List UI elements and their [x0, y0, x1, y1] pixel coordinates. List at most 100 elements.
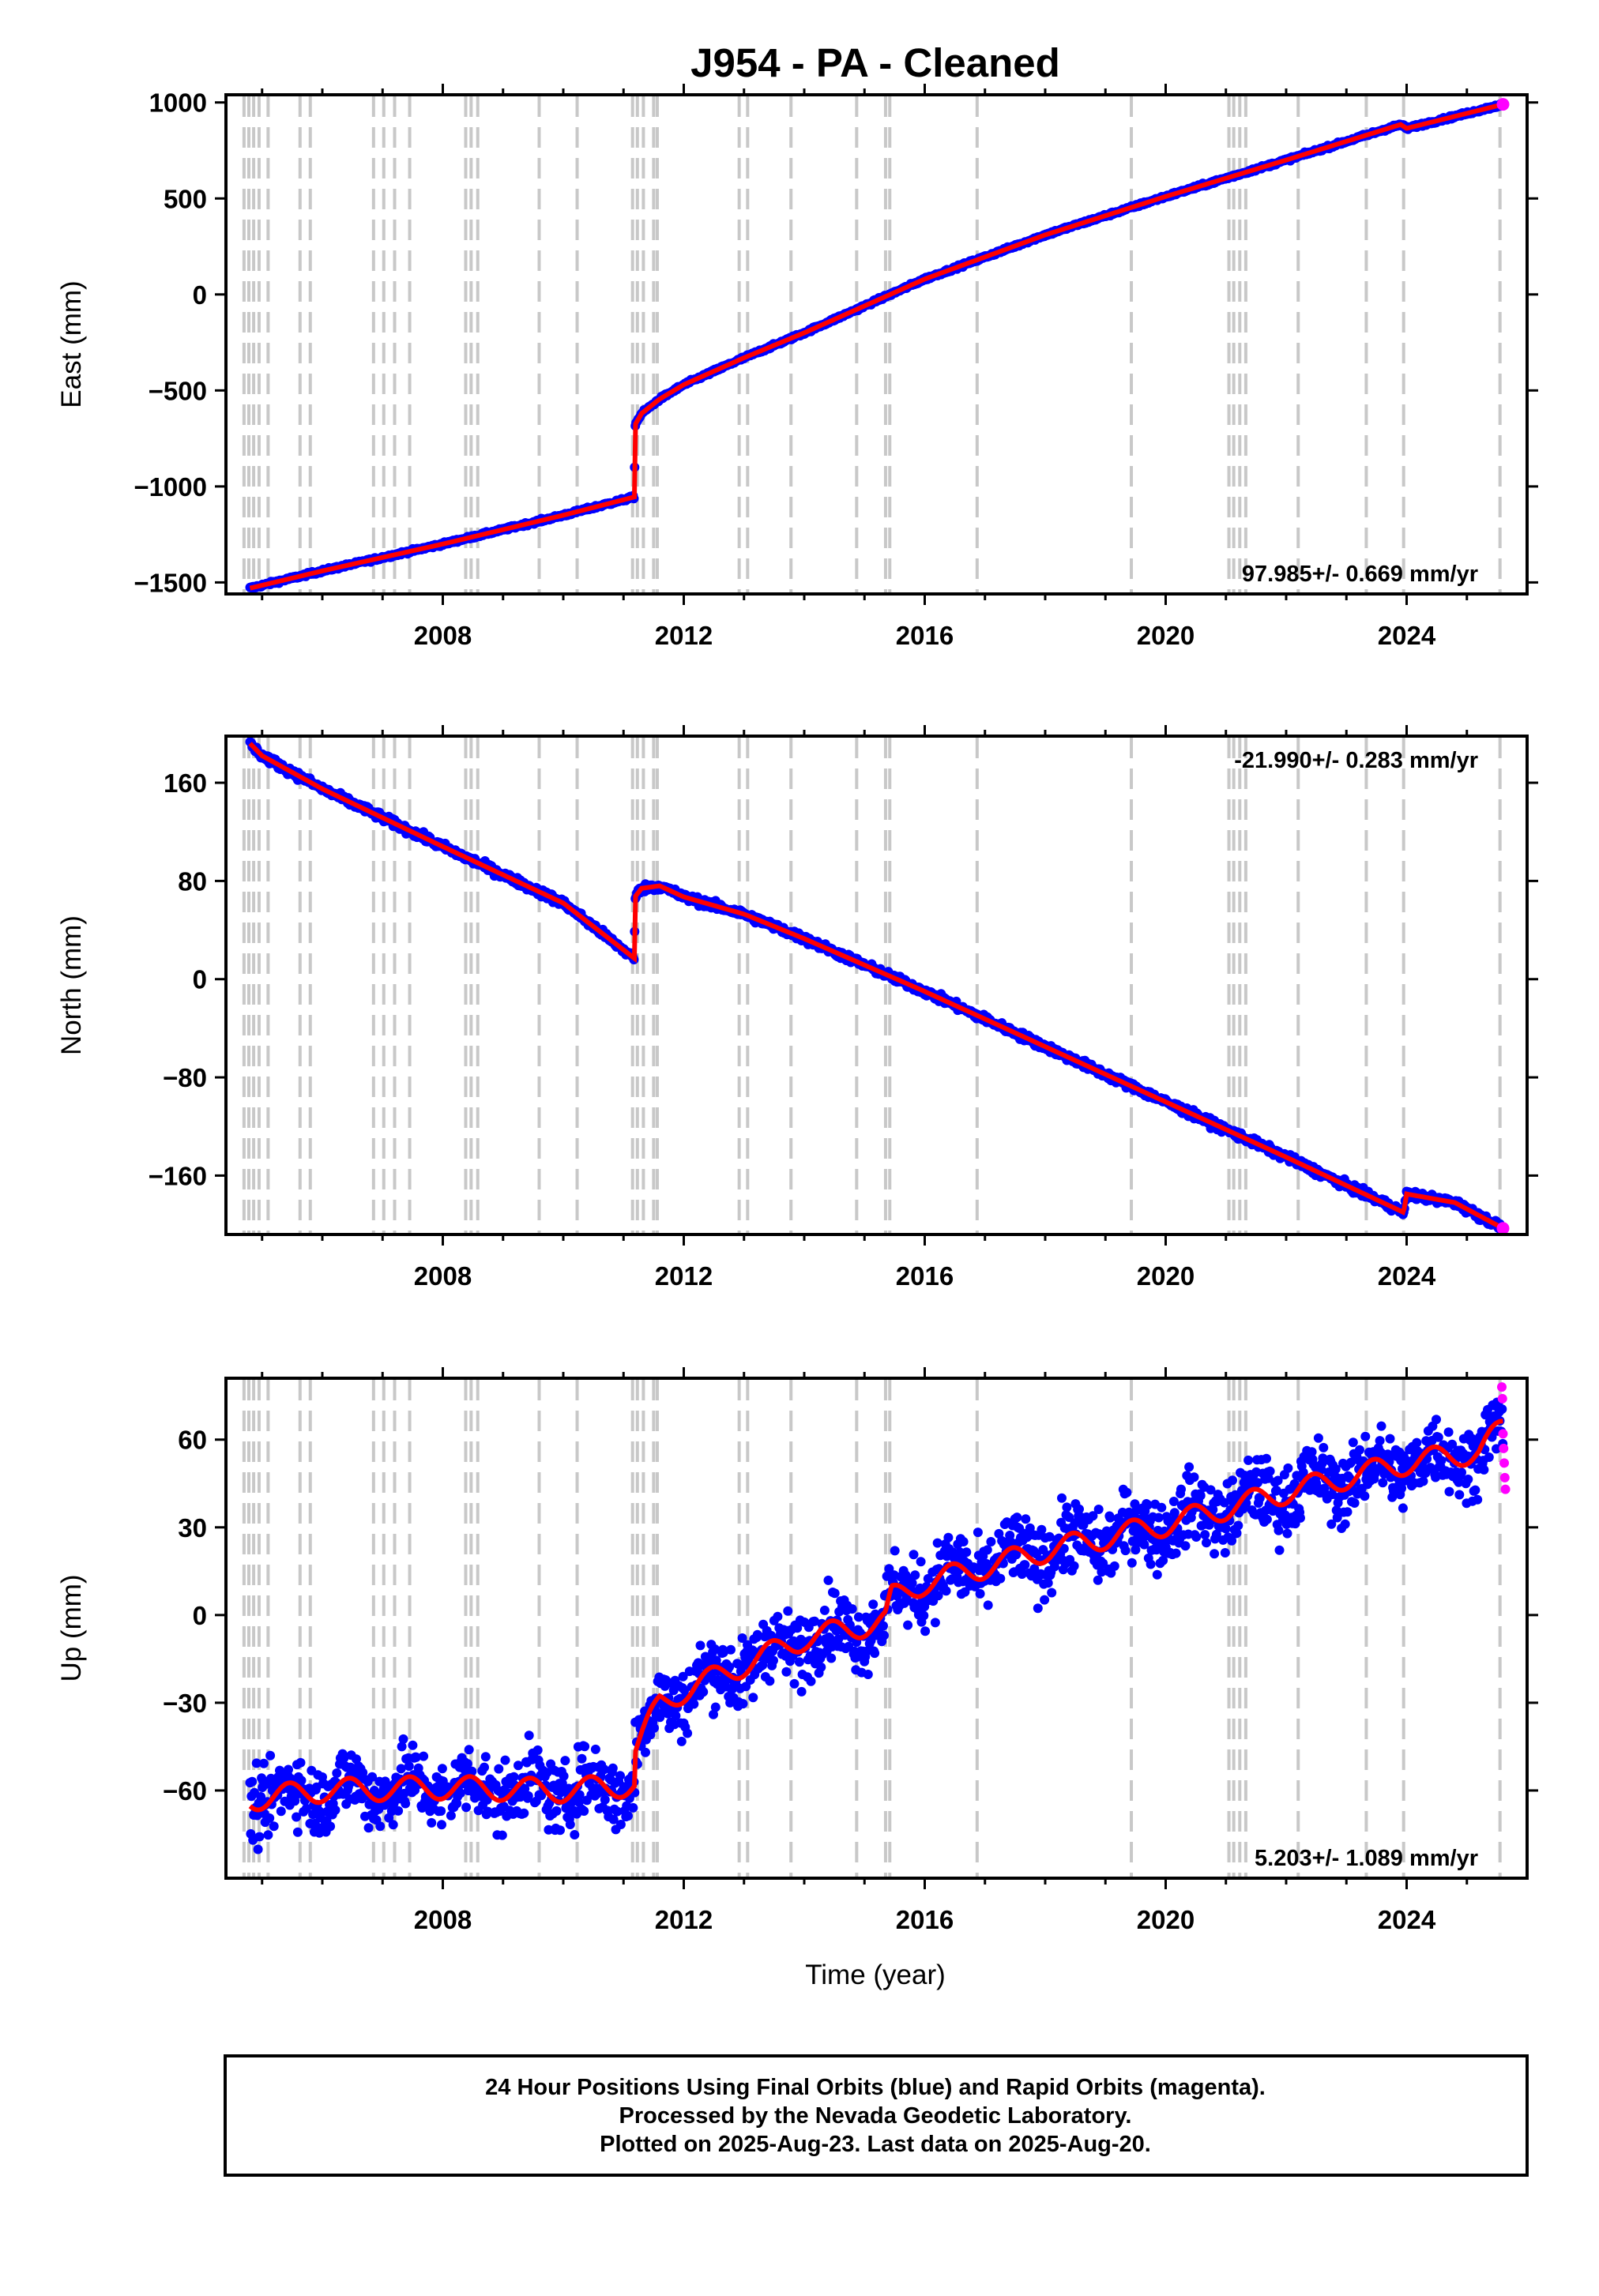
data-point [494, 1764, 503, 1774]
y-tick-label: −500 [149, 376, 207, 405]
data-point [419, 1752, 428, 1761]
y-tick-label: 80 [178, 866, 207, 896]
rapid-point [1497, 1222, 1510, 1234]
data-point [570, 1830, 579, 1839]
data-point [578, 1754, 587, 1764]
data-point [552, 1806, 562, 1816]
data-point [265, 1813, 274, 1823]
data-point [1047, 1588, 1056, 1598]
data-point [986, 1537, 995, 1546]
y-tick-label: −160 [149, 1161, 207, 1190]
data-point [296, 1758, 306, 1768]
data-point [1070, 1561, 1079, 1571]
data-point [364, 1823, 374, 1832]
rapid-orbit-points [1497, 98, 1510, 111]
final-orbit-points [246, 99, 1508, 592]
data-point [976, 1589, 985, 1599]
data-point [438, 1764, 447, 1773]
data-point [711, 1703, 720, 1712]
data-point [566, 1820, 575, 1829]
data-point [325, 1821, 335, 1831]
x-tick-label: 2024 [1378, 1261, 1436, 1291]
data-point [404, 1761, 414, 1771]
y-tick-label: −1500 [134, 568, 207, 597]
data-point [399, 1734, 408, 1744]
data-point [579, 1806, 589, 1816]
data-point [783, 1606, 792, 1616]
data-point [263, 1830, 273, 1839]
panel-frame [226, 95, 1527, 594]
data-point [461, 1802, 471, 1812]
data-point [501, 1756, 510, 1765]
data-point [269, 1821, 279, 1831]
data-point [510, 1772, 519, 1782]
data-point [1040, 1595, 1049, 1605]
x-tick-label: 2024 [1378, 621, 1436, 650]
data-point [389, 1820, 398, 1829]
data-point [1020, 1560, 1029, 1569]
data-point [879, 1631, 889, 1640]
data-point [519, 1809, 529, 1818]
data-point [628, 1803, 638, 1813]
data-point [868, 1599, 878, 1609]
rate-label: -21.990+/- 0.283 mm/yr [1234, 748, 1478, 773]
data-point [920, 1626, 930, 1636]
data-point [591, 1745, 600, 1754]
data-point [615, 1771, 625, 1780]
data-point [797, 1687, 807, 1697]
data-point [254, 1845, 263, 1854]
data-point [916, 1557, 926, 1566]
plot-area-north [244, 737, 1510, 1234]
final-orbit-points [246, 737, 1508, 1234]
data-point [934, 1591, 943, 1600]
data-point [910, 1570, 920, 1580]
data-point [481, 1752, 491, 1761]
x-tick-label: 2012 [655, 621, 713, 650]
data-point [525, 1730, 534, 1740]
plot-area-east [244, 96, 1510, 592]
data-point [870, 1648, 879, 1658]
data-point [559, 1772, 569, 1781]
data-point [677, 1737, 687, 1746]
data-point [698, 1687, 708, 1697]
panel-frame [226, 736, 1527, 1234]
data-point [909, 1550, 919, 1559]
data-point [600, 1795, 610, 1805]
chart-title: J954 - PA - Cleaned [690, 40, 1060, 85]
x-tick-label: 2012 [655, 1261, 713, 1291]
data-point [408, 1741, 417, 1750]
y-tick-label: 500 [164, 184, 207, 213]
data-point [1033, 1603, 1043, 1613]
y-tick-label: 0 [193, 280, 207, 310]
data-point [879, 1621, 888, 1631]
x-tick-label: 2020 [1137, 621, 1195, 650]
data-point [769, 1655, 778, 1665]
data-point [254, 1832, 264, 1842]
data-point [1012, 1513, 1021, 1522]
data-point [773, 1612, 782, 1621]
data-point [807, 1677, 816, 1686]
data-point [393, 1806, 403, 1816]
data-point [1062, 1502, 1071, 1512]
data-point [943, 1533, 953, 1543]
y-tick-label: 0 [193, 965, 207, 994]
data-point [726, 1645, 736, 1655]
data-point [265, 1751, 275, 1761]
data-point [995, 1574, 1005, 1584]
data-point [277, 1806, 286, 1816]
x-tick-label: 2020 [1137, 1261, 1195, 1291]
data-point [931, 1618, 940, 1627]
data-point [1127, 1558, 1137, 1568]
data-point [826, 1654, 836, 1663]
data-point [1157, 1503, 1166, 1513]
data-point [580, 1742, 589, 1751]
data-point [641, 1748, 650, 1757]
data-point [903, 1621, 912, 1630]
data-point [247, 1777, 257, 1787]
y-axis-label: North (mm) [56, 915, 87, 1055]
data-point [375, 1821, 385, 1831]
data-point [739, 1699, 748, 1708]
